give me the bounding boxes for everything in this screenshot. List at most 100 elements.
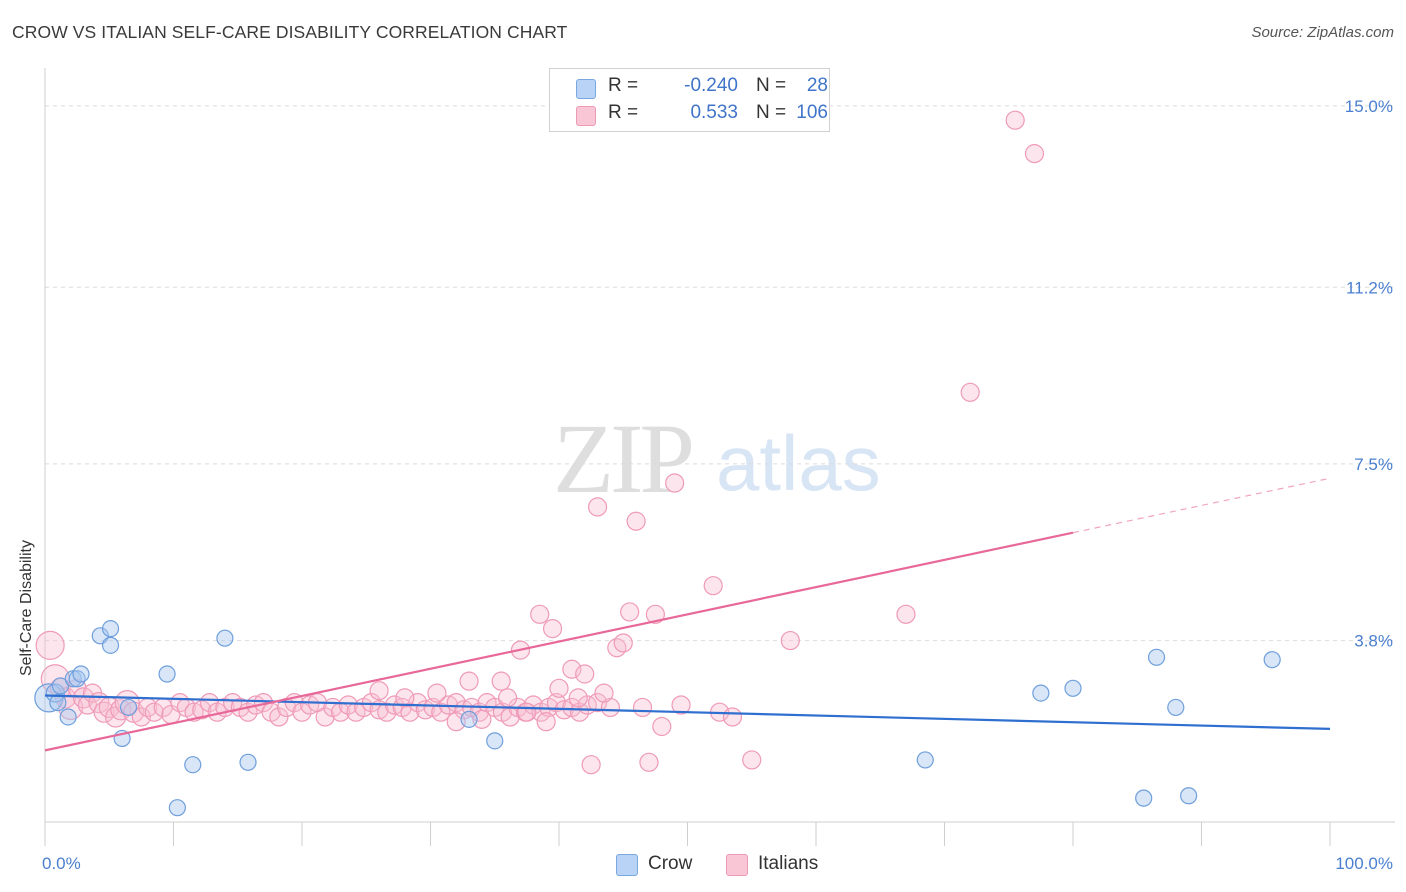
crow-point-13 xyxy=(168,799,186,817)
italians-point-91 xyxy=(613,633,633,653)
crow-point-21 xyxy=(1064,679,1082,697)
crow-point-22 xyxy=(1135,789,1153,807)
gridlines xyxy=(45,105,1395,642)
crow-point-11 xyxy=(119,698,138,717)
y-axis-label: Self-Care Disability xyxy=(18,540,35,677)
italians-point-82 xyxy=(542,619,563,639)
y-axis-label-wrap: Self-Care Disability xyxy=(18,540,38,720)
crow-legend-swatch xyxy=(616,854,638,876)
italians-point-70 xyxy=(546,693,567,713)
italians-point-106 xyxy=(960,382,980,402)
italians-point-102 xyxy=(722,707,743,727)
italians-point-77 xyxy=(498,688,518,708)
crow-point-12 xyxy=(158,665,176,683)
italians-trend-extension xyxy=(1072,477,1331,534)
source-label: Source: ZipAtlas.com xyxy=(1251,24,1394,41)
italians-point-24 xyxy=(192,700,212,720)
crow-swatch xyxy=(576,79,596,99)
italians-point-105 xyxy=(896,604,916,624)
italians-point-23 xyxy=(184,702,204,722)
italians-point-108 xyxy=(1024,144,1045,164)
italians-point-94 xyxy=(632,697,653,718)
x-tick-label-1: 100.0% xyxy=(1335,854,1393,873)
crow-r-value: -0.240 xyxy=(684,75,738,96)
italians-trend-line xyxy=(44,531,1074,752)
italians-point-96 xyxy=(645,604,665,624)
crow-n-label: N = xyxy=(756,75,787,96)
italians-point-80 xyxy=(491,671,511,691)
italians-point-16 xyxy=(131,707,151,727)
italians-point-100 xyxy=(703,576,723,596)
italians-point-103 xyxy=(742,750,762,770)
crow-point-3 xyxy=(59,708,77,726)
italians-point-38 xyxy=(300,695,320,715)
italians-point-25 xyxy=(199,693,220,713)
italians-point-40 xyxy=(315,707,335,727)
italians-point-88 xyxy=(581,755,601,775)
italians-r-label: R = xyxy=(608,102,639,123)
crow-point-25 xyxy=(1263,651,1281,669)
italians-point-18 xyxy=(144,702,164,722)
crow-trend-line xyxy=(44,694,1331,731)
italians-r-value: 0.533 xyxy=(690,102,738,123)
crow-legend-label: Crow xyxy=(648,853,693,874)
italians-point-73 xyxy=(569,702,590,722)
italians-point-113 xyxy=(395,688,415,708)
crow-r-label: R = xyxy=(608,75,639,96)
italians-point-78 xyxy=(517,702,537,722)
italians-point-107 xyxy=(1005,110,1025,130)
crow-point-9 xyxy=(101,636,120,654)
italians-point-84 xyxy=(536,712,556,732)
crow-point-16 xyxy=(239,753,257,771)
italians-point-85 xyxy=(549,678,569,698)
italians-swatch xyxy=(576,106,596,126)
italians-point-92 xyxy=(620,602,640,622)
italians-point-109 xyxy=(594,683,614,703)
crow-n-value: 28 xyxy=(806,75,828,96)
italians-point-0 xyxy=(35,630,65,660)
crow-point-24 xyxy=(1180,787,1198,805)
crow-point-6 xyxy=(72,665,90,683)
chart-title: CROW VS ITALIAN SELF-CARE DISABILITY COR… xyxy=(12,22,568,42)
x-tick-label-0: 0.0% xyxy=(42,854,81,873)
italians-point-87 xyxy=(575,664,595,684)
italians-point-98 xyxy=(665,473,685,493)
y-tick-label-2: 11.2% xyxy=(1346,278,1393,297)
italians-point-67 xyxy=(523,695,543,715)
italians-point-110 xyxy=(568,688,588,708)
italians-n-value: 106 xyxy=(796,102,828,123)
y-tick-label-3: 15.0% xyxy=(1345,97,1393,116)
crow-point-26 xyxy=(1167,698,1185,717)
italians-point-99 xyxy=(671,695,691,715)
italians-point-86 xyxy=(562,659,582,679)
crow-point-20 xyxy=(1032,684,1050,702)
italians-legend-swatch xyxy=(726,854,748,876)
italians-point-95 xyxy=(639,752,659,772)
italians-point-3 xyxy=(54,687,77,709)
crow-point-8 xyxy=(101,620,120,638)
italians-point-97 xyxy=(652,716,672,737)
italians-point-76 xyxy=(600,697,621,718)
italians-point-51 xyxy=(400,702,420,722)
crow-point-2 xyxy=(51,677,70,695)
italians-n-label: N = xyxy=(756,102,787,123)
axes xyxy=(44,68,1395,846)
italians-point-81 xyxy=(530,604,550,624)
y-tick-labels: 3.8% 7.5% 11.2% 15.0% xyxy=(1345,97,1393,651)
italians-points xyxy=(35,110,1045,775)
italians-point-79 xyxy=(459,671,479,691)
italians-point-89 xyxy=(587,497,608,517)
crow-point-27 xyxy=(49,694,67,712)
italians-point-48 xyxy=(377,702,397,722)
watermark-zip: ZIP xyxy=(553,403,691,514)
trend-lines xyxy=(44,477,1331,752)
italians-point-104 xyxy=(780,630,800,651)
italians-point-55 xyxy=(431,702,451,722)
italians-legend-label: Italians xyxy=(758,853,819,874)
x-tick-labels: 0.0% 100.0% xyxy=(42,854,1393,873)
italians-point-115 xyxy=(472,709,492,729)
correlation-legend: R = -0.240 N = 28 R = 0.533 N = 106 xyxy=(549,68,830,132)
series-legend: Crow Italians xyxy=(0,852,1406,878)
crow-point-15 xyxy=(216,629,234,647)
